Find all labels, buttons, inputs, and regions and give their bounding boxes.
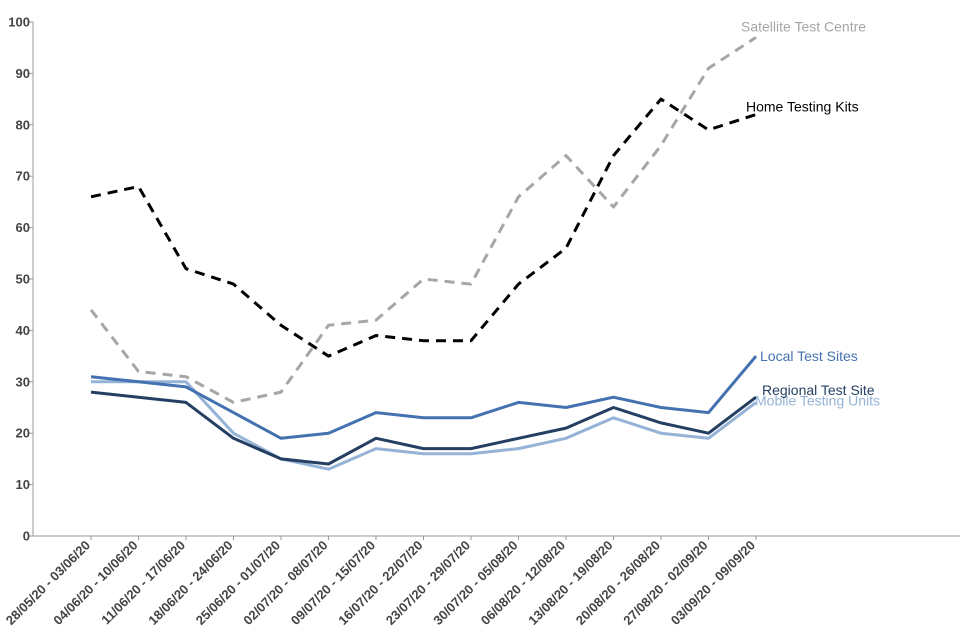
series-line-satellite-test-centre bbox=[89, 36, 757, 404]
y-tick-label: 50 bbox=[16, 272, 30, 287]
x-tick-label: 25/06/20 - 01/07/20 bbox=[193, 538, 283, 628]
series-labels: Satellite Test Centre Home Testing Kits Lo… bbox=[741, 18, 880, 408]
x-tick-label: 09/07/20 - 15/07/20 bbox=[288, 538, 378, 628]
y-tick-label: 60 bbox=[16, 220, 30, 235]
x-tick-label: 18/06/20 - 24/06/20 bbox=[145, 538, 235, 628]
y-tick-label: 80 bbox=[16, 117, 30, 132]
series-line-regional-test-site bbox=[90, 390, 757, 466]
series-lines bbox=[89, 36, 758, 471]
series-label: Local Test Sites bbox=[760, 348, 858, 364]
series-line-mobile-testing-units bbox=[91, 380, 757, 471]
x-tick-label: 11/06/20 - 17/06/20 bbox=[98, 538, 188, 628]
x-tick-label: 30/07/20 - 05/08/20 bbox=[430, 538, 520, 628]
x-tick-label: 06/08/20 - 12/08/20 bbox=[478, 538, 568, 628]
x-tick-label: 27/08/20 - 02/09/20 bbox=[620, 538, 710, 628]
x-tick-label: 16/07/20 - 22/07/20 bbox=[335, 538, 425, 628]
series-label: Regional Test Site bbox=[762, 382, 875, 398]
y-tick-label: 70 bbox=[16, 169, 30, 184]
y-tick-label: 0 bbox=[23, 529, 30, 544]
y-tick-label: 100 bbox=[8, 15, 30, 30]
y-tick-label: 20 bbox=[16, 426, 30, 441]
series-label: Satellite Test Centre bbox=[741, 18, 866, 34]
series-label: Home Testing Kits bbox=[746, 99, 859, 115]
y-axis: 0 10 20 30 40 50 60 70 80 90 100 bbox=[8, 15, 34, 544]
y-tick-label: 10 bbox=[16, 477, 30, 492]
x-tick-label: 28/05/20 - 03/06/20 bbox=[3, 538, 93, 628]
x-tick-label: 03/09/20 - 09/09/20 bbox=[668, 538, 758, 628]
x-tick-label: 23/07/20 - 29/07/20 bbox=[383, 538, 473, 628]
y-tick-label: 90 bbox=[16, 66, 30, 81]
x-tick-label: 02/07/20 - 08/07/20 bbox=[240, 538, 330, 628]
series-label: Mobile Testing Units bbox=[755, 392, 880, 408]
y-tick-label: 40 bbox=[16, 323, 30, 338]
series-line-local-test-sites bbox=[90, 355, 758, 440]
series-line-home-testing-kits bbox=[90, 97, 757, 358]
y-tick-label: 30 bbox=[16, 374, 30, 389]
x-tick-label: 20/08/20 - 26/08/20 bbox=[573, 538, 663, 628]
x-tick-label: 04/06/20 - 10/06/20 bbox=[50, 538, 140, 628]
x-tick-label: 13/08/20 - 19/08/20 bbox=[525, 538, 615, 628]
